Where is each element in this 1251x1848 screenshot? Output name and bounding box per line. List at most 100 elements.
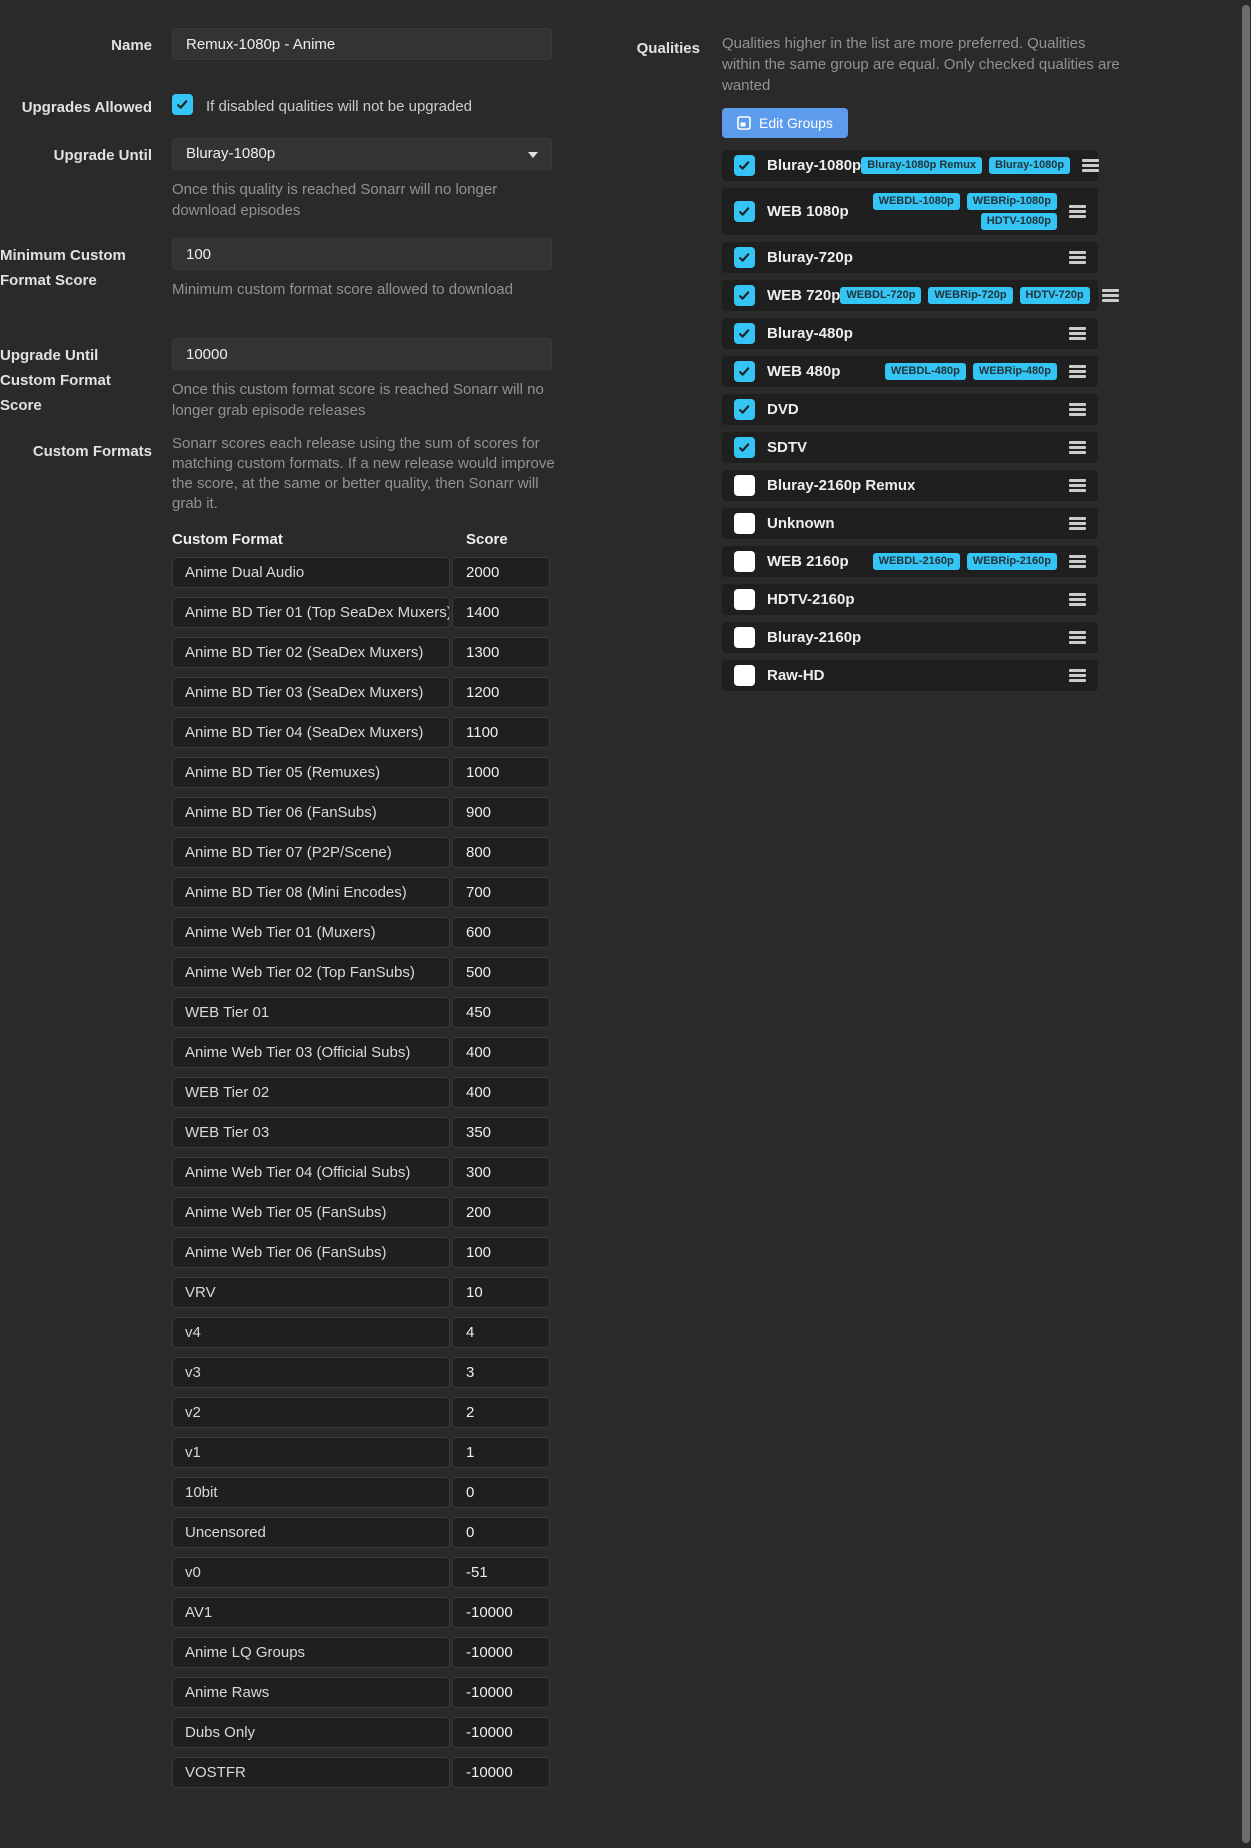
quality-name: Raw-HD: [767, 667, 825, 684]
custom-format-row: Anime Web Tier 05 (FanSubs): [172, 1197, 552, 1228]
custom-formats-description: Sonarr scores each release using the sum…: [172, 435, 555, 512]
custom-format-score-input[interactable]: [452, 1637, 550, 1668]
custom-format-row: v2: [172, 1397, 552, 1428]
drag-handle-icon[interactable]: [1082, 159, 1100, 172]
custom-format-score-input[interactable]: [452, 1117, 550, 1148]
quality-checkbox[interactable]: [734, 627, 755, 648]
drag-handle-icon[interactable]: [1069, 669, 1086, 682]
quality-tag: WEBDL-480p: [884, 363, 966, 380]
custom-format-score-input[interactable]: [452, 1197, 550, 1228]
quality-row: WEB 2160p WEBDL-2160p WEBRip-2160p: [722, 546, 1098, 577]
quality-checkbox[interactable]: [734, 285, 755, 306]
quality-checkbox[interactable]: [734, 361, 755, 382]
custom-format-name-cell: Anime Web Tier 06 (FanSubs): [172, 1237, 450, 1268]
name-input[interactable]: [172, 28, 552, 60]
custom-format-score-input[interactable]: [452, 1357, 550, 1388]
custom-format-score-input[interactable]: [452, 757, 550, 788]
upgrade-until-custom-format-score-input[interactable]: [172, 338, 552, 370]
custom-format-score-input[interactable]: [452, 1757, 550, 1788]
custom-format-name-cell: Anime BD Tier 06 (FanSubs): [172, 797, 450, 828]
quality-name: DVD: [767, 401, 799, 418]
object-group-icon: [737, 116, 751, 130]
quality-row: HDTV-2160p: [722, 584, 1098, 615]
drag-handle-icon[interactable]: [1069, 251, 1086, 264]
custom-format-score-input[interactable]: [452, 877, 550, 908]
custom-format-score-input[interactable]: [452, 1557, 550, 1588]
custom-format-score-input[interactable]: [452, 1597, 550, 1628]
custom-format-score-input[interactable]: [452, 1677, 550, 1708]
drag-handle-icon[interactable]: [1069, 517, 1086, 530]
custom-format-name-cell: WEB Tier 03: [172, 1117, 450, 1148]
scrollbar-track: [1241, 0, 1251, 1848]
quality-tag: WEBRip-720p: [928, 287, 1013, 304]
quality-checkbox[interactable]: [734, 513, 755, 534]
custom-format-score-input[interactable]: [452, 997, 550, 1028]
quality-checkbox[interactable]: [734, 247, 755, 268]
check-icon: [739, 291, 750, 300]
custom-format-table: Anime Dual Audio Anime BD Tier 01 (Top Se…: [172, 557, 552, 1788]
drag-handle-icon[interactable]: [1069, 593, 1086, 606]
custom-format-score-input[interactable]: [452, 957, 550, 988]
drag-handle-icon[interactable]: [1101, 289, 1119, 302]
drag-handle-icon[interactable]: [1069, 441, 1086, 454]
custom-format-score-input[interactable]: [452, 797, 550, 828]
custom-format-score-input[interactable]: [452, 1717, 550, 1748]
quality-checkbox[interactable]: [734, 201, 755, 222]
custom-format-score-input[interactable]: [452, 677, 550, 708]
custom-format-row: v1: [172, 1437, 552, 1468]
quality-tag: WEBDL-1080p: [872, 193, 960, 210]
drag-handle-icon[interactable]: [1069, 327, 1086, 340]
drag-handle-icon[interactable]: [1069, 631, 1086, 644]
custom-format-score-input[interactable]: [452, 1397, 550, 1428]
custom-format-score-input[interactable]: [452, 1317, 550, 1348]
quality-checkbox[interactable]: [734, 155, 755, 176]
custom-format-score-input[interactable]: [452, 1037, 550, 1068]
quality-row: Bluray-720p: [722, 242, 1098, 273]
custom-format-score-input[interactable]: [452, 1437, 550, 1468]
drag-handle-icon[interactable]: [1069, 479, 1086, 492]
custom-format-row: v0: [172, 1557, 552, 1588]
custom-format-name-cell: Anime BD Tier 05 (Remuxes): [172, 757, 450, 788]
drag-handle-icon[interactable]: [1069, 365, 1086, 378]
quality-checkbox[interactable]: [734, 665, 755, 686]
min-custom-format-score-input[interactable]: [172, 238, 552, 270]
custom-format-row: VRV: [172, 1277, 552, 1308]
quality-checkbox[interactable]: [734, 399, 755, 420]
quality-checkbox[interactable]: [734, 589, 755, 610]
edit-groups-button[interactable]: Edit Groups: [722, 108, 848, 138]
custom-format-row: Anime Dual Audio: [172, 557, 552, 588]
custom-format-score-input[interactable]: [452, 597, 550, 628]
custom-format-name-cell: Anime Web Tier 05 (FanSubs): [172, 1197, 450, 1228]
scrollbar-thumb[interactable]: [1242, 5, 1250, 1843]
quality-name: Bluray-2160p Remux: [767, 477, 916, 494]
quality-row: Bluray-1080p Bluray-1080p Remux Bluray-108…: [722, 150, 1100, 181]
quality-checkbox[interactable]: [734, 323, 755, 344]
custom-format-score-input[interactable]: [452, 717, 550, 748]
custom-format-score-input[interactable]: [452, 557, 550, 588]
drag-handle-icon[interactable]: [1069, 555, 1086, 568]
custom-format-score-input[interactable]: [452, 1517, 550, 1548]
custom-format-row: AV1: [172, 1597, 552, 1628]
check-icon: [739, 207, 750, 216]
custom-format-row: Anime Web Tier 02 (Top FanSubs): [172, 957, 552, 988]
quality-name: Bluray-2160p: [767, 629, 862, 646]
quality-checkbox[interactable]: [734, 437, 755, 458]
custom-format-score-input[interactable]: [452, 917, 550, 948]
custom-format-score-input[interactable]: [452, 1477, 550, 1508]
custom-format-score-input[interactable]: [452, 837, 550, 868]
quality-name: HDTV-2160p: [767, 591, 855, 608]
drag-handle-icon[interactable]: [1069, 205, 1086, 218]
quality-checkbox[interactable]: [734, 475, 755, 496]
custom-format-score-input[interactable]: [452, 1157, 550, 1188]
drag-handle-icon[interactable]: [1069, 403, 1086, 416]
custom-format-score-input[interactable]: [452, 637, 550, 668]
quality-checkbox[interactable]: [734, 551, 755, 572]
custom-format-score-input[interactable]: [452, 1277, 550, 1308]
custom-format-score-input[interactable]: [452, 1077, 550, 1108]
quality-row: DVD: [722, 394, 1098, 425]
custom-format-score-input[interactable]: [452, 1237, 550, 1268]
custom-format-row: Anime Web Tier 01 (Muxers): [172, 917, 552, 948]
upgrade-until-select[interactable]: Bluray-1080p: [172, 138, 552, 170]
upgrades-allowed-checkbox[interactable]: [172, 94, 193, 115]
